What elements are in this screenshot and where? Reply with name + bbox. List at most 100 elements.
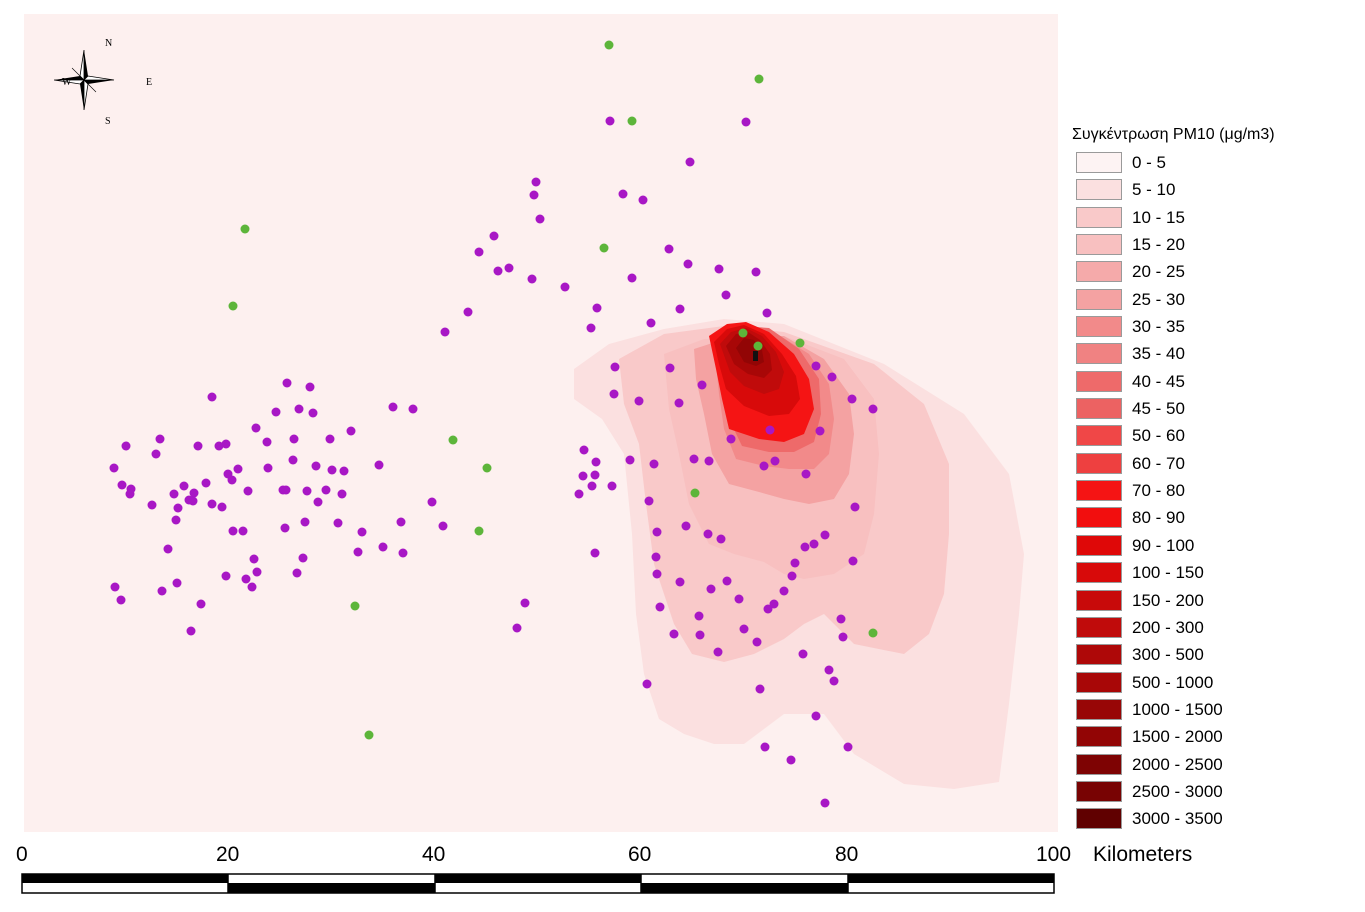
legend-item: 15 - 20 — [1070, 232, 1360, 259]
receptor-point — [681, 521, 691, 531]
legend-title: Συγκέντρωση PM10 (μg/m3) — [1072, 126, 1275, 143]
receptor-point — [847, 394, 857, 404]
receptor-point — [262, 437, 272, 447]
legend-item: 60 - 70 — [1070, 451, 1360, 478]
receptor-point — [739, 624, 749, 634]
receptor-point — [247, 582, 257, 592]
receptor-point — [151, 449, 161, 459]
receptor-point — [308, 408, 318, 418]
legend-item: 100 - 150 — [1070, 560, 1360, 587]
receptor-point — [238, 526, 248, 536]
receptor-point — [311, 461, 321, 471]
receptor-point — [574, 489, 584, 499]
receptor-point — [438, 521, 448, 531]
receptor-point — [217, 502, 227, 512]
receptor-point — [610, 362, 620, 372]
station-point — [627, 116, 637, 126]
receptor-point — [695, 630, 705, 640]
legend-item: 30 - 35 — [1070, 314, 1360, 341]
station-point — [690, 488, 700, 498]
legend-swatch — [1076, 698, 1122, 720]
receptor-point — [282, 378, 292, 388]
receptor-point — [252, 567, 262, 577]
scale-tick-40: 40 — [422, 843, 446, 866]
scale-tick-20: 20 — [216, 843, 240, 866]
legend-item: 90 - 100 — [1070, 533, 1360, 560]
legend-item: 3000 - 3500 — [1070, 806, 1360, 833]
receptor-point — [765, 425, 775, 435]
receptor-point — [779, 586, 789, 596]
receptor-point — [649, 459, 659, 469]
legend-label: 300 - 500 — [1132, 645, 1204, 665]
legend-swatch — [1076, 398, 1122, 420]
receptor-point — [759, 461, 769, 471]
receptor-point — [716, 534, 726, 544]
legend-item: 1500 - 2000 — [1070, 724, 1360, 751]
receptor-point — [850, 502, 860, 512]
receptor-point — [798, 649, 808, 659]
receptor-point — [531, 177, 541, 187]
legend-label: 50 - 60 — [1132, 426, 1185, 446]
receptor-point — [627, 273, 637, 283]
receptor-point — [305, 382, 315, 392]
receptor-point — [689, 454, 699, 464]
receptor-point — [357, 527, 367, 537]
legend-swatch — [1076, 534, 1122, 556]
map-frame[interactable]: N S E W — [24, 14, 1058, 832]
receptor-point — [634, 396, 644, 406]
receptor-point — [848, 556, 858, 566]
receptor-point — [787, 571, 797, 581]
legend-label: 10 - 15 — [1132, 207, 1185, 227]
receptor-point — [214, 441, 224, 451]
receptor-point — [675, 577, 685, 587]
station-point — [738, 328, 748, 338]
receptor-point — [769, 599, 779, 609]
receptor-point — [683, 259, 693, 269]
station-point — [228, 301, 238, 311]
receptor-point — [644, 496, 654, 506]
receptor-point — [586, 323, 596, 333]
receptor-point — [251, 423, 261, 433]
legend-item: 5 - 10 — [1070, 177, 1360, 204]
receptor-point — [339, 466, 349, 476]
compass-west-label: W — [62, 77, 72, 88]
receptor-point — [263, 463, 273, 473]
receptor-point — [489, 231, 499, 241]
receptor-point — [763, 604, 773, 614]
receptor-point — [726, 434, 736, 444]
legend-swatch — [1076, 589, 1122, 611]
receptor-point — [721, 290, 731, 300]
station-point — [599, 243, 609, 253]
receptor-point — [752, 637, 762, 647]
legend-label: 20 - 25 — [1132, 262, 1185, 282]
receptor-point — [241, 574, 251, 584]
receptor-point — [829, 676, 839, 686]
legend-swatch — [1076, 425, 1122, 447]
receptor-point — [337, 489, 347, 499]
legend-swatch — [1076, 152, 1122, 173]
legend-swatch — [1076, 206, 1122, 228]
receptor-point — [121, 441, 131, 451]
legend-swatch — [1076, 507, 1122, 529]
receptor-point — [722, 576, 732, 586]
legend-label: 2000 - 2500 — [1132, 754, 1223, 774]
legend-label: 45 - 50 — [1132, 399, 1185, 419]
receptor-point — [704, 456, 714, 466]
receptor-point — [504, 263, 514, 273]
legend-label: 3000 - 3500 — [1132, 809, 1223, 829]
scale-bar — [21, 873, 1055, 894]
receptor-point — [298, 553, 308, 563]
station-point — [604, 40, 614, 50]
receptor-point — [281, 485, 291, 495]
receptor-point — [280, 523, 290, 533]
legend-label: 70 - 80 — [1132, 481, 1185, 501]
receptor-point — [697, 380, 707, 390]
legend-swatch — [1076, 452, 1122, 474]
receptor-point — [652, 527, 662, 537]
receptor-point — [592, 303, 602, 313]
receptor-point — [207, 499, 217, 509]
receptor-point — [333, 518, 343, 528]
legend-swatch — [1076, 780, 1122, 802]
receptor-point — [228, 526, 238, 536]
legend-label: 150 - 200 — [1132, 590, 1204, 610]
